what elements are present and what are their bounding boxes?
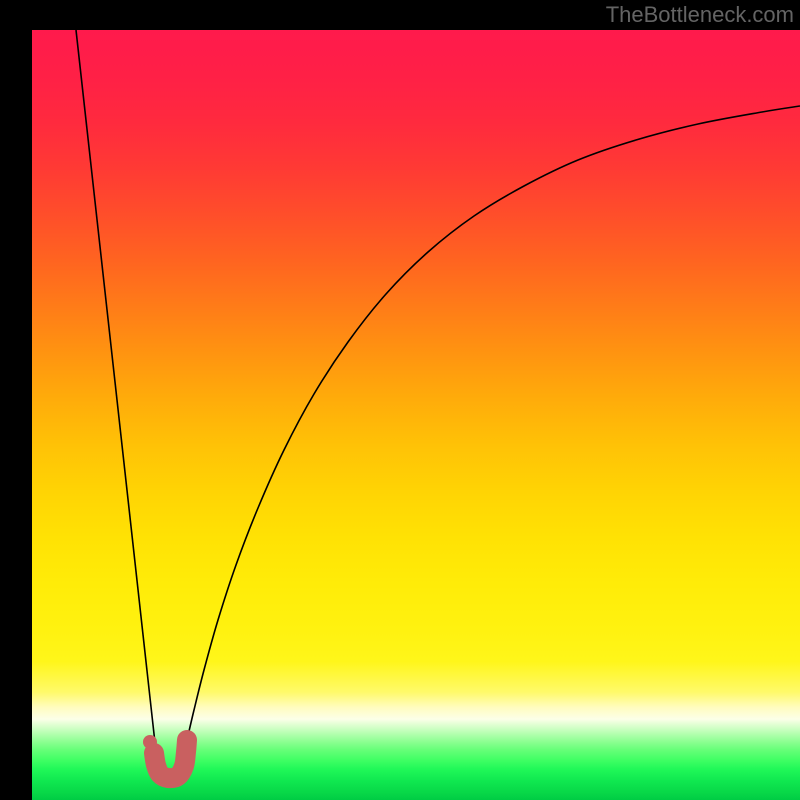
gradient-background — [32, 30, 800, 800]
bottleneck-chart — [32, 30, 800, 800]
watermark-text: TheBottleneck.com — [606, 2, 794, 28]
hook-dot — [143, 735, 157, 749]
chart-svg — [32, 30, 800, 800]
